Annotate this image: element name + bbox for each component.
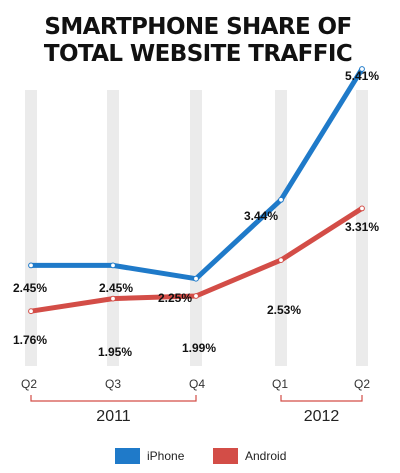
data-point-android-3 — [278, 257, 284, 264]
x-axis: Q2 Q3 Q4 Q1 Q2 — [21, 377, 370, 391]
column-band-3 — [275, 90, 287, 366]
data-label-iphone-1: 2.45% — [99, 281, 133, 295]
x-tick-label-2: Q4 — [189, 377, 205, 391]
data-point-iphone-1 — [110, 262, 116, 269]
data-point-iphone-3 — [278, 196, 284, 203]
chart-title-line-1: SMARTPHONE SHARE OF — [44, 14, 351, 40]
data-label-iphone-2: 2.25% — [158, 291, 192, 305]
year-label-2011: 2011 — [96, 408, 131, 425]
data-label-iphone-4: 5.41% — [345, 69, 379, 83]
data-label-android-3: 2.53% — [267, 303, 301, 317]
column-band-2 — [190, 90, 202, 366]
column-band-4 — [356, 90, 368, 366]
legend: iPhone Android — [115, 448, 286, 464]
x-tick-label-0: Q2 — [21, 377, 37, 391]
data-label-iphone-0: 2.45% — [13, 281, 47, 295]
chart-title: SMARTPHONE SHARE OF TOTAL WEBSITE TRAFFI… — [44, 14, 353, 67]
data-point-android-1 — [110, 295, 116, 302]
column-bands — [25, 90, 368, 366]
data-label-android-4: 3.31% — [345, 220, 379, 234]
data-label-android-2: 1.99% — [182, 341, 216, 355]
data-label-android-0: 1.76% — [13, 333, 47, 347]
data-point-android-4 — [359, 205, 365, 212]
column-band-0 — [25, 90, 37, 366]
year-groups: 2011 2012 — [30, 395, 363, 425]
legend-swatch-iphone — [115, 448, 140, 464]
data-point-android-0 — [28, 308, 34, 315]
x-tick-label-4: Q2 — [354, 377, 370, 391]
year-bracket-2012 — [280, 395, 363, 402]
legend-label-android: Android — [245, 449, 286, 463]
data-point-android-2 — [193, 293, 199, 299]
data-point-iphone-4 — [359, 66, 365, 72]
x-tick-label-3: Q1 — [272, 377, 288, 391]
legend-swatch-android — [213, 448, 238, 464]
column-band-1 — [107, 90, 119, 366]
year-label-2012: 2012 — [304, 408, 340, 425]
data-point-iphone-2 — [193, 275, 199, 282]
series-markers — [28, 66, 365, 315]
year-bracket-2011 — [30, 395, 197, 402]
data-label-android-1: 1.95% — [98, 345, 132, 359]
data-labels: 2.45% 2.45% 2.25% 3.44% 5.41% 1.76% 1.95% 1.99%… — [13, 69, 379, 359]
legend-label-iphone: iPhone — [147, 449, 185, 463]
data-label-iphone-3: 3.44% — [244, 209, 278, 223]
data-point-iphone-0 — [28, 262, 34, 269]
chart-title-line-2: TOTAL WEBSITE TRAFFIC — [44, 41, 352, 67]
x-tick-label-1: Q3 — [105, 377, 121, 391]
